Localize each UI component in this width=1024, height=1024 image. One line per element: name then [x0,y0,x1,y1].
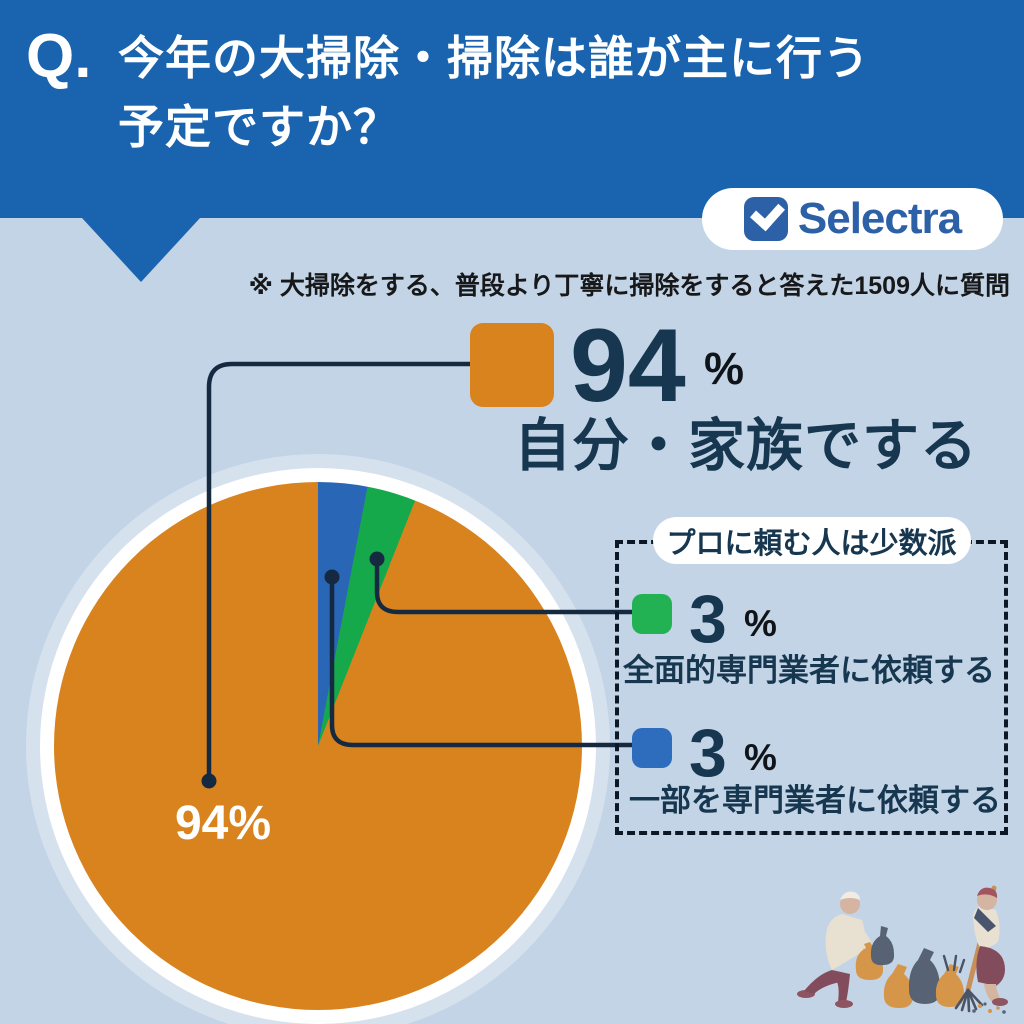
legend-swatch-blue [632,728,672,768]
minority-box-title-pill: プロに頼む人は少数派 [652,517,971,564]
question-title-line1: 今年の大掃除・掃除は誰が主に行う [118,32,870,84]
header-band [0,0,1024,218]
legend-swatch-orange [470,323,554,407]
blue-item-value: 3 [689,715,727,791]
green-item-value: 3 [689,581,727,657]
green-item-unit: % [744,603,777,644]
question-title-line2: 予定ですか？ [118,101,400,153]
brand-name: Selectra [797,194,962,243]
trash-bags [883,948,966,1008]
survey-note: ※ 大掃除をする、普段より丁寧に掃除をすると答えた1509人に質問 [248,272,1010,300]
person-carrying-bags [797,891,895,1008]
highlight-unit: % [704,343,745,394]
minority-box-title: プロに頼む人は少数派 [666,527,957,560]
blue-item-label: 一部を専門業者に依頼する [629,783,1001,818]
pie-slice-label-94: 94% [174,797,272,850]
blue-item-unit: % [744,737,777,778]
cleaning-people-illustration [797,885,1008,1014]
selectra-logo: Selectra [702,188,1003,250]
person-with-rake [954,885,1008,1014]
legend-swatch-green [632,594,672,634]
green-item-label: 全面的専門業者に依頼する [623,653,995,688]
header-pointer-triangle [82,218,200,282]
question-mark-label: Q. [26,22,92,91]
highlight-value: 94 [570,308,686,424]
question-title: 今年の大掃除・掃除は誰が主に行う 予定ですか？ [118,24,870,162]
minority-box: プロに頼む人は少数派 3 % 全面的専門業者に依頼する 3 % 一部を専門業者に… [615,517,1008,835]
pie-chart [54,482,582,1010]
highlight-label: 自分・家族でする [514,414,978,478]
check-icon [743,197,788,241]
